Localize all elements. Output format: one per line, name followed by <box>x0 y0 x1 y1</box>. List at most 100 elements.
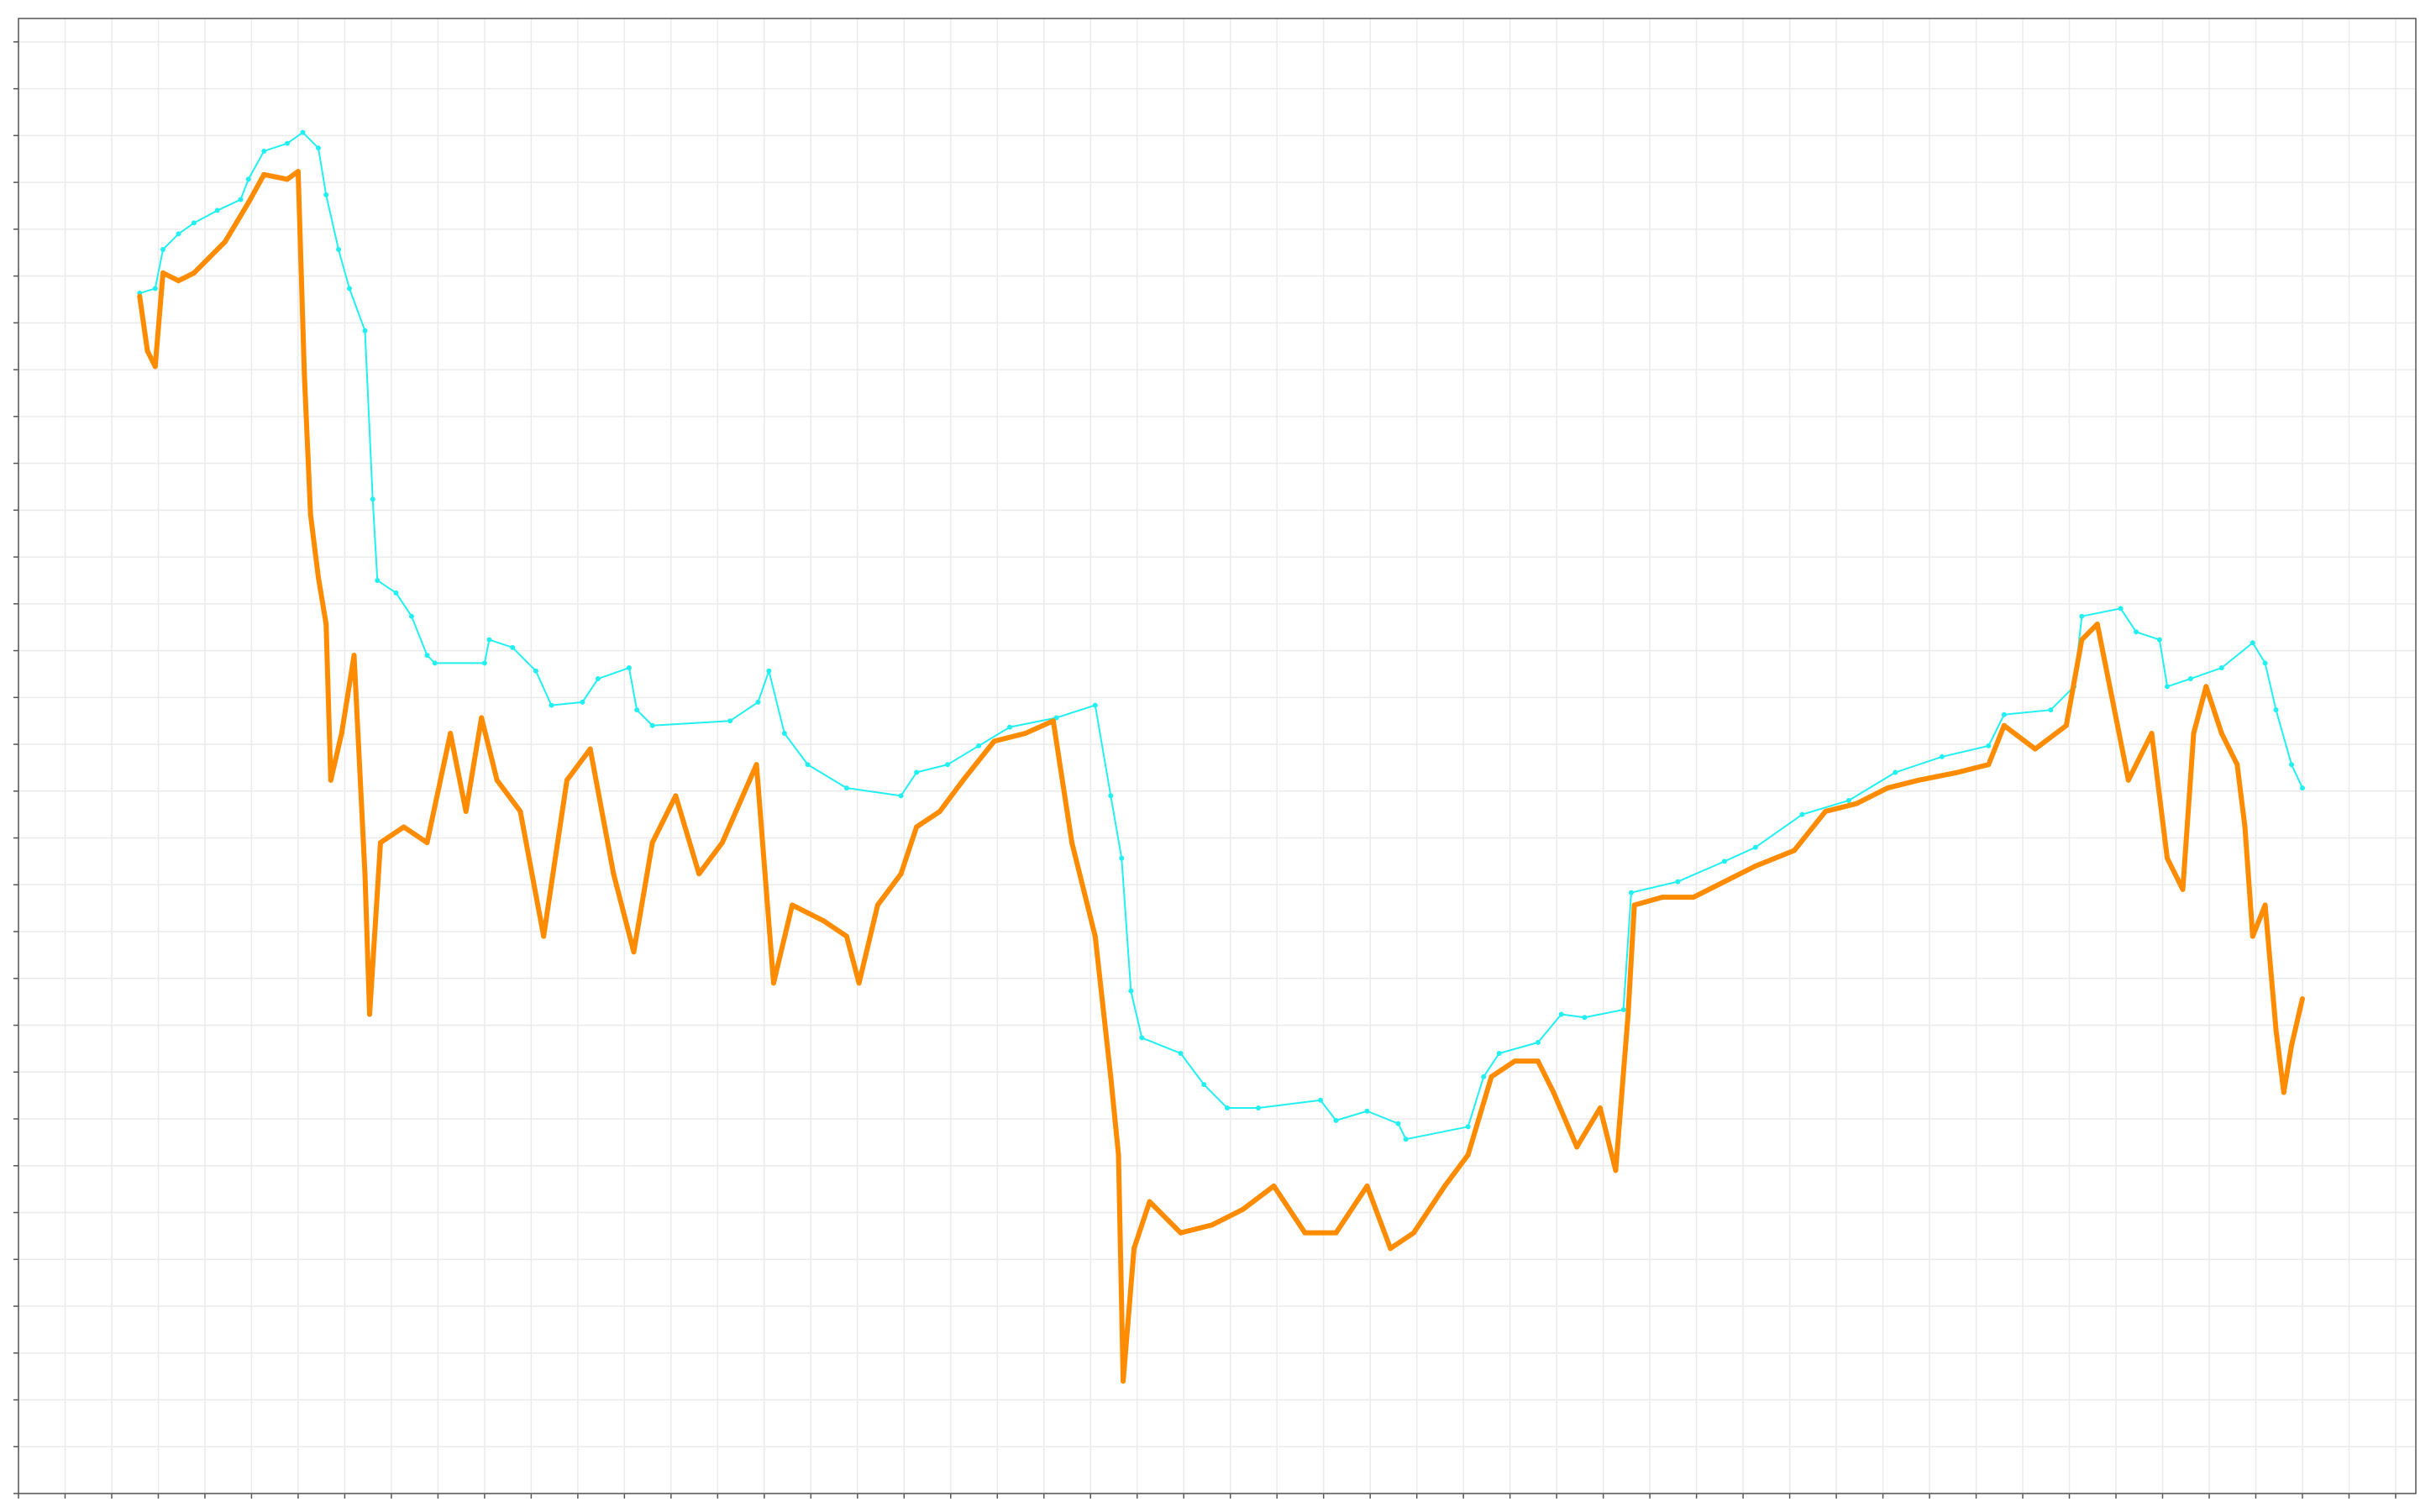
series-point <box>375 577 381 583</box>
series-point <box>1551 1089 1557 1095</box>
series-point <box>1147 1199 1152 1205</box>
series-point <box>1690 895 1696 900</box>
series-point <box>176 278 181 284</box>
series-point <box>2110 699 2116 705</box>
series-point <box>1939 753 1945 759</box>
series-point <box>1302 1230 1308 1236</box>
series-point <box>393 590 399 596</box>
series-point <box>587 746 593 752</box>
series-point <box>631 949 637 955</box>
series-point <box>755 699 761 705</box>
series-point <box>2063 722 2069 728</box>
series-point <box>991 738 997 744</box>
series-point <box>1403 1137 1409 1142</box>
series-point <box>1845 797 1851 803</box>
series-point <box>401 824 407 830</box>
series-point <box>2250 933 2255 939</box>
series-point <box>295 169 301 175</box>
series-point <box>2299 995 2305 1001</box>
series-point <box>160 247 166 253</box>
series-point <box>1053 715 1059 721</box>
series-point <box>1007 724 1013 730</box>
series-point <box>821 918 827 924</box>
series-point <box>626 665 632 671</box>
series-point <box>2234 762 2240 768</box>
series-point <box>533 668 538 674</box>
series-point <box>898 871 904 877</box>
series-point <box>1128 988 1134 994</box>
series-point <box>2165 855 2171 861</box>
series-point <box>649 722 655 728</box>
series-point <box>1022 731 1028 737</box>
series-point <box>1488 1074 1494 1079</box>
series-point <box>1721 879 1727 885</box>
series-point <box>2079 613 2085 619</box>
series-point <box>2250 640 2255 646</box>
series-point <box>914 769 920 775</box>
series-point <box>2149 731 2155 737</box>
series-point <box>486 637 492 643</box>
series-point <box>1178 1230 1184 1236</box>
series-point <box>649 840 655 846</box>
series-point <box>1364 1183 1370 1189</box>
series-point <box>781 731 787 737</box>
series-point <box>1752 844 1758 850</box>
series-point <box>1582 1015 1588 1021</box>
series-point <box>2262 902 2268 908</box>
series-point <box>611 871 617 877</box>
series-point <box>1631 902 1637 908</box>
series-point <box>1240 1206 1246 1212</box>
series-point <box>192 220 197 226</box>
series-point <box>323 192 329 197</box>
series-point <box>2281 1089 2286 1095</box>
series-point <box>346 286 352 291</box>
series-point <box>152 286 158 291</box>
series-point <box>2273 707 2279 713</box>
series-point <box>1116 1152 1121 1158</box>
series-point <box>1465 1152 1471 1158</box>
series-point <box>245 176 251 182</box>
series-point <box>2079 637 2085 643</box>
series-point <box>328 777 333 783</box>
series-point <box>1069 840 1075 846</box>
series-point <box>315 145 321 151</box>
series-point <box>1885 785 1891 791</box>
series-point <box>137 293 143 299</box>
series-point <box>315 575 321 580</box>
series-point <box>207 255 213 260</box>
series-point <box>960 777 966 783</box>
series-point <box>766 668 772 674</box>
series-point <box>1050 718 1056 724</box>
series-point <box>2180 886 2186 892</box>
series-point <box>1318 1097 1324 1103</box>
series-point <box>1625 1011 1631 1017</box>
series-point <box>2191 731 2197 737</box>
series-point <box>1574 1144 1580 1150</box>
series-point <box>1854 801 1860 806</box>
series-point <box>2289 762 2295 768</box>
series-point <box>2218 665 2224 671</box>
series-point <box>874 902 880 908</box>
series-point <box>1131 1246 1137 1252</box>
series-point <box>1119 855 1125 861</box>
series-point <box>481 660 487 666</box>
series-point <box>2165 684 2171 690</box>
series-point <box>1225 1105 1231 1111</box>
series-point <box>367 1011 373 1017</box>
series-point <box>448 731 454 737</box>
grid <box>13 18 2416 1499</box>
series-point <box>549 702 554 708</box>
series-point <box>144 348 150 354</box>
series-point <box>300 129 306 135</box>
series-point <box>937 808 942 814</box>
series-point <box>1481 1074 1487 1079</box>
series-point <box>370 496 375 502</box>
series-point <box>1986 743 1992 748</box>
series-point <box>494 777 500 783</box>
series-point <box>1092 933 1098 939</box>
series-point <box>1388 1246 1394 1252</box>
series-point <box>1108 793 1114 799</box>
series-point <box>160 270 166 276</box>
series-point <box>843 785 849 791</box>
